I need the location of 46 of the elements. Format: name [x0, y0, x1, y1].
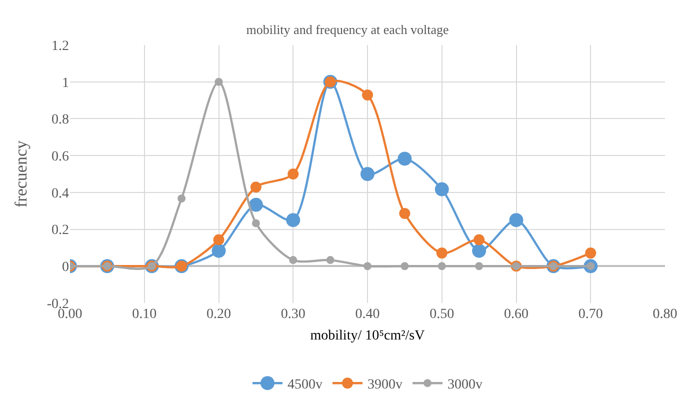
- point: [288, 168, 299, 180]
- chart-title: mobility and frequency at each voltage: [246, 22, 449, 37]
- point: [286, 213, 300, 228]
- point: [248, 198, 263, 212]
- y-tick-label: 0.6: [52, 149, 69, 164]
- point: [212, 244, 226, 258]
- x-tick-label: 0.40: [355, 307, 380, 322]
- point: [178, 194, 186, 203]
- x-tick-label: 0.10: [132, 307, 157, 322]
- y-tick-label: 0.4: [52, 186, 69, 202]
- y-axis-title: frecuency: [11, 140, 30, 208]
- x-tick-label: 0.70: [578, 307, 603, 322]
- point: [509, 213, 524, 228]
- point: [364, 262, 372, 270]
- point: [289, 256, 298, 264]
- x-tick-label: 0.20: [206, 307, 231, 322]
- y-tick-label: 0: [62, 260, 69, 276]
- point: [472, 244, 486, 258]
- point: [360, 167, 374, 181]
- x-tick-label: 0.80: [652, 307, 678, 322]
- legend-label: 4500v: [288, 378, 322, 393]
- y-tick-label: 0.8: [52, 112, 69, 128]
- y-tick-label: 1.2: [52, 38, 69, 54]
- point: [475, 262, 484, 270]
- point: [398, 152, 412, 166]
- point: [252, 219, 260, 228]
- point: [474, 234, 485, 246]
- point: [436, 248, 448, 259]
- point: [250, 182, 262, 193]
- point: [399, 208, 410, 219]
- x-tick-label: 0.30: [280, 307, 306, 322]
- y-tick-label: 0.2: [52, 223, 69, 238]
- point: [326, 256, 334, 264]
- point: [214, 78, 223, 86]
- legend-label: 3000v: [448, 378, 482, 393]
- point: [438, 262, 446, 270]
- x-tick-label: 0.60: [504, 307, 528, 322]
- y-tick-label: 1: [62, 76, 69, 91]
- point: [434, 182, 449, 196]
- x-axis-title: mobility/ 10⁵cm²/sV: [310, 328, 425, 344]
- x-tick-label: 0.50: [430, 307, 454, 322]
- legend-label: 3900v: [368, 378, 402, 393]
- point: [585, 248, 596, 259]
- point: [362, 89, 373, 100]
- point: [213, 234, 224, 246]
- point: [400, 262, 409, 270]
